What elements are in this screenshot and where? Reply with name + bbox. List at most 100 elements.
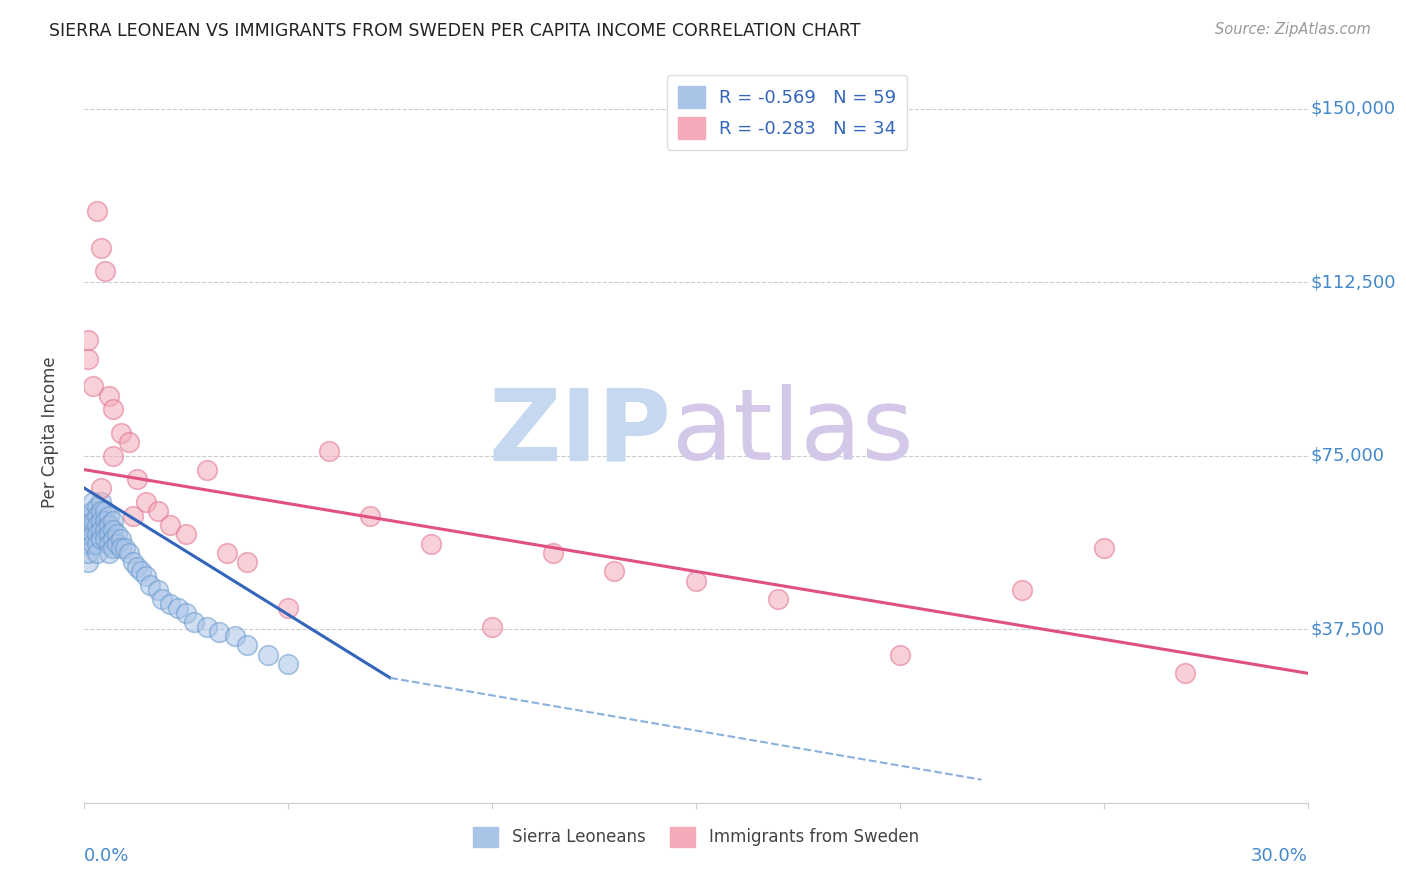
Point bbox=[224, 629, 246, 643]
Point bbox=[77, 518, 100, 533]
Point bbox=[766, 592, 789, 607]
Point bbox=[1011, 582, 1033, 597]
Point bbox=[110, 532, 132, 546]
Point bbox=[101, 532, 124, 546]
Point bbox=[97, 546, 120, 560]
Point bbox=[82, 518, 104, 533]
Point bbox=[93, 514, 115, 528]
Point bbox=[131, 565, 153, 579]
Point bbox=[135, 569, 157, 583]
Point bbox=[146, 582, 169, 597]
Point bbox=[77, 351, 100, 366]
Point bbox=[257, 648, 280, 662]
Point bbox=[1174, 666, 1197, 681]
Point bbox=[183, 615, 205, 630]
Point bbox=[122, 508, 145, 523]
Point bbox=[93, 504, 115, 518]
Point bbox=[603, 565, 626, 579]
Text: 0.0%: 0.0% bbox=[84, 847, 129, 865]
Point bbox=[90, 532, 112, 546]
Point bbox=[159, 597, 181, 611]
Point bbox=[77, 555, 100, 569]
Legend: Sierra Leoneans, Immigrants from Sweden: Sierra Leoneans, Immigrants from Sweden bbox=[467, 820, 925, 854]
Point bbox=[82, 504, 104, 518]
Point bbox=[97, 518, 120, 533]
Point bbox=[77, 546, 100, 560]
Point bbox=[82, 495, 104, 509]
Point bbox=[86, 518, 108, 533]
Point bbox=[86, 203, 108, 218]
Point bbox=[481, 620, 503, 634]
Point bbox=[118, 434, 141, 449]
Point bbox=[359, 508, 381, 523]
Point bbox=[93, 523, 115, 537]
Point bbox=[97, 527, 120, 541]
Text: ZIP: ZIP bbox=[489, 384, 672, 481]
Text: $75,000: $75,000 bbox=[1310, 447, 1384, 465]
Point bbox=[217, 546, 239, 560]
Point bbox=[138, 578, 160, 592]
Point bbox=[159, 518, 181, 533]
Point bbox=[97, 508, 120, 523]
Text: Source: ZipAtlas.com: Source: ZipAtlas.com bbox=[1215, 22, 1371, 37]
Point bbox=[86, 508, 108, 523]
Point bbox=[110, 541, 132, 556]
Point bbox=[105, 527, 128, 541]
Text: Per Capita Income: Per Capita Income bbox=[41, 357, 59, 508]
Point bbox=[146, 504, 169, 518]
Point bbox=[685, 574, 707, 588]
Point bbox=[195, 462, 218, 476]
Point bbox=[93, 532, 115, 546]
Point bbox=[318, 444, 340, 458]
Point bbox=[97, 388, 120, 402]
Point bbox=[889, 648, 911, 662]
Point bbox=[174, 527, 197, 541]
Point bbox=[122, 555, 145, 569]
Point bbox=[110, 425, 132, 440]
Point bbox=[86, 500, 108, 514]
Point bbox=[114, 541, 136, 556]
Text: $112,500: $112,500 bbox=[1310, 273, 1396, 291]
Point bbox=[77, 527, 100, 541]
Point bbox=[97, 536, 120, 550]
Point bbox=[77, 333, 100, 347]
Point bbox=[101, 402, 124, 417]
Point bbox=[208, 624, 231, 639]
Point bbox=[195, 620, 218, 634]
Point bbox=[135, 495, 157, 509]
Point bbox=[118, 546, 141, 560]
Point bbox=[420, 536, 443, 550]
Point bbox=[127, 472, 149, 486]
Point bbox=[150, 592, 173, 607]
Point bbox=[101, 523, 124, 537]
Point bbox=[101, 541, 124, 556]
Point bbox=[105, 536, 128, 550]
Text: $37,500: $37,500 bbox=[1310, 620, 1385, 639]
Point bbox=[82, 508, 104, 523]
Text: $150,000: $150,000 bbox=[1310, 100, 1395, 118]
Text: atlas: atlas bbox=[672, 384, 912, 481]
Point bbox=[90, 504, 112, 518]
Point bbox=[90, 523, 112, 537]
Point bbox=[82, 536, 104, 550]
Point bbox=[86, 536, 108, 550]
Point bbox=[90, 240, 112, 255]
Point bbox=[86, 527, 108, 541]
Point bbox=[277, 601, 299, 615]
Point bbox=[93, 263, 115, 277]
Text: 30.0%: 30.0% bbox=[1251, 847, 1308, 865]
Point bbox=[101, 449, 124, 463]
Point bbox=[1092, 541, 1115, 556]
Point bbox=[167, 601, 190, 615]
Point bbox=[90, 481, 112, 495]
Point bbox=[543, 546, 565, 560]
Point bbox=[90, 495, 112, 509]
Point bbox=[86, 546, 108, 560]
Point bbox=[82, 527, 104, 541]
Point bbox=[101, 514, 124, 528]
Point bbox=[77, 536, 100, 550]
Point bbox=[277, 657, 299, 671]
Point bbox=[236, 555, 259, 569]
Text: SIERRA LEONEAN VS IMMIGRANTS FROM SWEDEN PER CAPITA INCOME CORRELATION CHART: SIERRA LEONEAN VS IMMIGRANTS FROM SWEDEN… bbox=[49, 22, 860, 40]
Point bbox=[82, 514, 104, 528]
